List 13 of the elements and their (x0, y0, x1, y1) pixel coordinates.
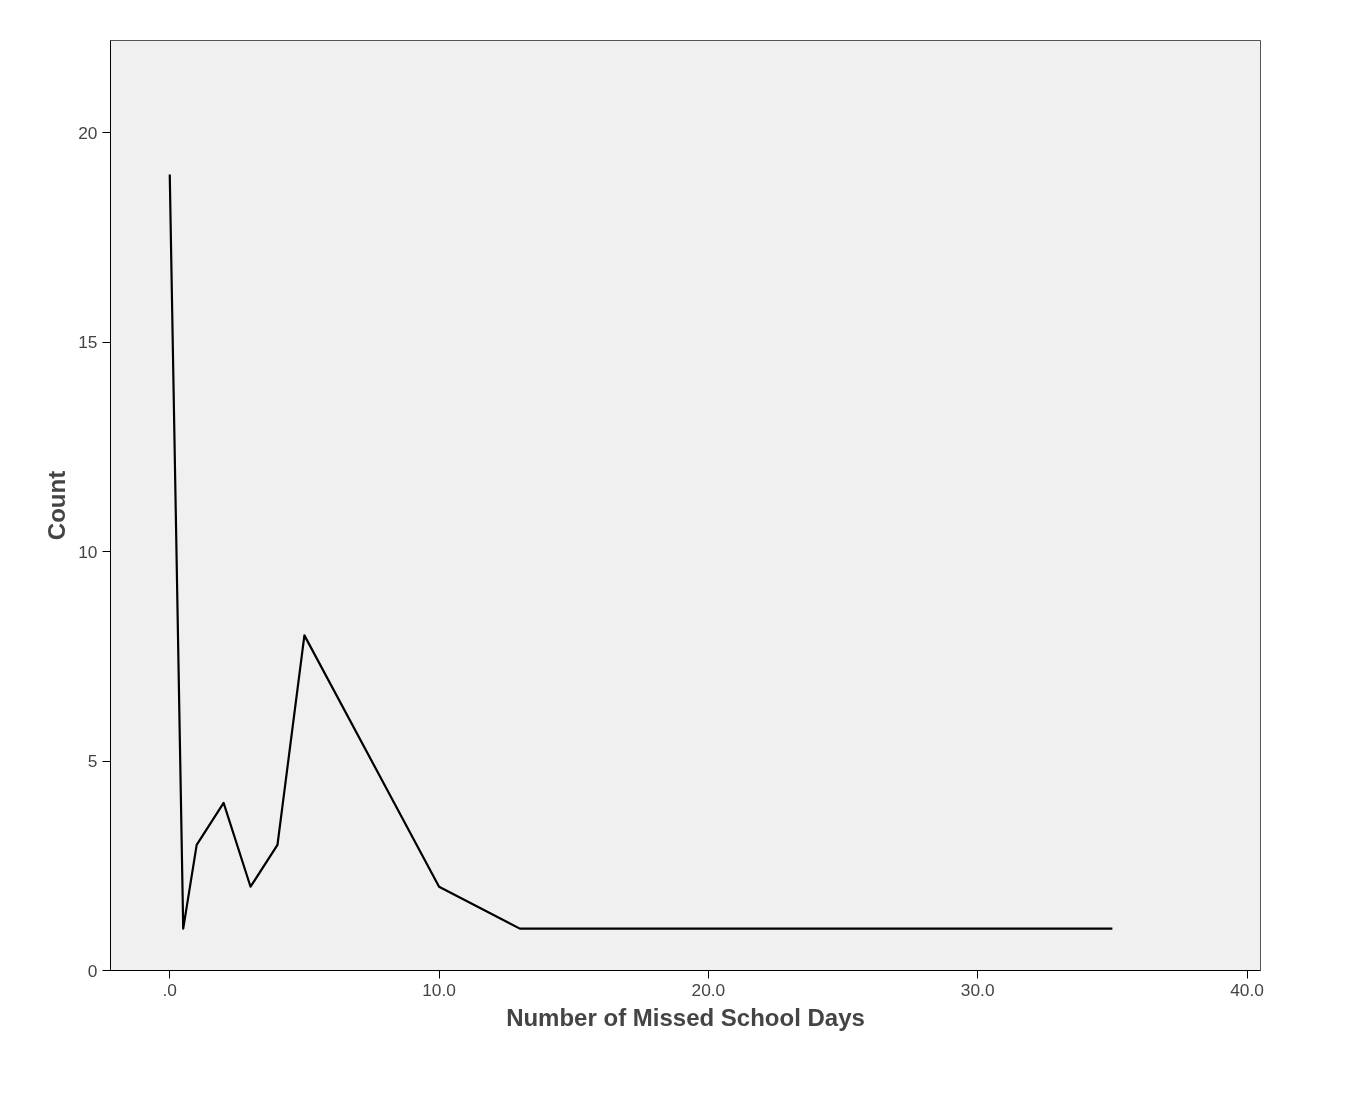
x-tick-label: 40.0 (1230, 979, 1264, 1000)
y-tick-label: 15 (78, 332, 98, 353)
x-axis-title: Number of Missed School Days (506, 1003, 865, 1031)
x-tick-label: .0 (162, 979, 177, 1000)
y-axis-title: Count (43, 470, 71, 541)
x-tick-label: 30.0 (960, 979, 995, 1000)
x-tick-label: 10.0 (422, 979, 456, 1000)
line-series (168, 173, 1114, 930)
y-tick-label: 20 (78, 122, 98, 143)
y-tick-label: 0 (87, 960, 98, 981)
x-tick-label: 20.0 (691, 979, 726, 1000)
y-tick-label: 5 (87, 751, 98, 772)
y-tick-label: 10 (78, 541, 98, 562)
